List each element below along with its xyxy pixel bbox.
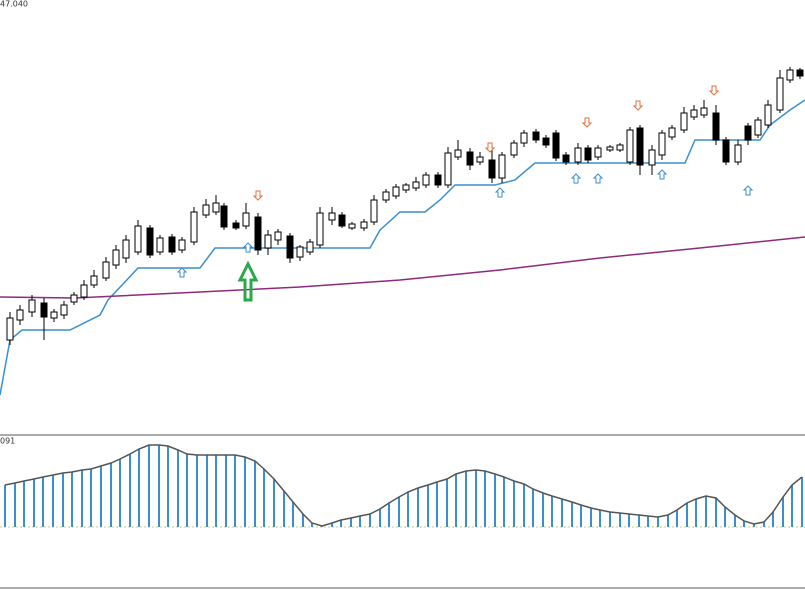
candle-body (274, 231, 282, 241)
price-label: 47.040 (0, 0, 28, 9)
candle-body (488, 159, 496, 179)
candle-body (348, 223, 356, 229)
sell-signal (581, 117, 593, 128)
candle-body (744, 125, 752, 141)
sell-signal (252, 190, 264, 201)
buy-signal (656, 169, 668, 180)
candle-body (626, 129, 634, 163)
candle-body (190, 211, 198, 243)
candle-body (122, 239, 130, 259)
candle-body (690, 109, 698, 118)
candle-body (242, 212, 250, 227)
candle-body (712, 112, 720, 141)
candle-body (498, 154, 506, 179)
candle-body (434, 174, 442, 186)
candle-body (510, 142, 518, 156)
candle-body (50, 311, 58, 319)
candle-body (412, 181, 420, 189)
candle-body (338, 214, 346, 227)
candle-body (562, 154, 570, 163)
candle-body (360, 221, 368, 229)
candle-body (668, 127, 676, 138)
candle-body (382, 191, 390, 201)
candle-body (574, 147, 582, 163)
indicator-line (0, 99, 805, 396)
candle-body (6, 317, 14, 341)
buy-signal (570, 173, 582, 184)
candle-body (764, 104, 772, 126)
candle-body (754, 119, 762, 136)
buy-signal (742, 185, 754, 196)
candle-body (316, 212, 324, 246)
candle-body (254, 216, 262, 251)
candle-body (392, 186, 400, 197)
candle-body (134, 225, 142, 253)
candle-body (454, 149, 462, 158)
buy-signal (176, 267, 188, 278)
candle-body (552, 132, 560, 159)
candle-body (648, 149, 656, 166)
sell-signal (708, 85, 720, 96)
candle-body (786, 69, 794, 81)
candle-body (658, 132, 666, 156)
candle-body (520, 132, 528, 144)
candle-body (16, 309, 24, 321)
candle-body (90, 275, 98, 286)
candle-body (286, 235, 294, 259)
candle-body (680, 112, 688, 131)
candle-body (594, 147, 602, 158)
sell-signal (484, 142, 496, 153)
indicator-label: 091 (0, 437, 15, 446)
candle-body (202, 204, 210, 216)
candle-body (722, 139, 730, 163)
candle-body (178, 239, 186, 251)
indicator-line (0, 236, 805, 299)
candle-body (796, 69, 804, 77)
marks (0, 67, 805, 527)
candle-body (232, 222, 240, 229)
candle-body (264, 234, 272, 249)
candle-body (776, 77, 784, 111)
candle-body (40, 302, 48, 318)
candle-body (296, 246, 304, 258)
candle-body (466, 151, 474, 166)
candle-body (80, 284, 88, 298)
candle-body (146, 227, 154, 256)
candle-body (370, 199, 378, 223)
candle-body (70, 294, 78, 303)
candle-body (422, 174, 430, 186)
candle-body (156, 237, 164, 253)
candle-body (168, 236, 176, 253)
candle-body (542, 137, 550, 146)
candle-body (28, 299, 36, 313)
candle-body (444, 152, 452, 186)
candle-body (60, 304, 68, 316)
candle-body (606, 146, 614, 151)
candle-body (734, 144, 742, 163)
buy-signal (494, 187, 506, 198)
candle-body (328, 212, 336, 221)
buy-signal (242, 242, 254, 253)
highlight-arrow (237, 260, 259, 302)
candle-body (306, 241, 314, 253)
candle-body (532, 131, 540, 141)
sell-signal (632, 100, 644, 111)
candle-body (636, 127, 644, 166)
candle-body (476, 156, 484, 163)
histogram-outline (4, 444, 803, 527)
buy-signal (592, 173, 604, 184)
candle-body (402, 184, 410, 191)
candle-body (700, 107, 708, 116)
candle-body (616, 144, 624, 151)
candle-body (112, 249, 120, 266)
candle-body (584, 147, 592, 161)
candle-body (102, 261, 110, 279)
candle-body (212, 202, 220, 213)
candle-body (220, 205, 228, 228)
